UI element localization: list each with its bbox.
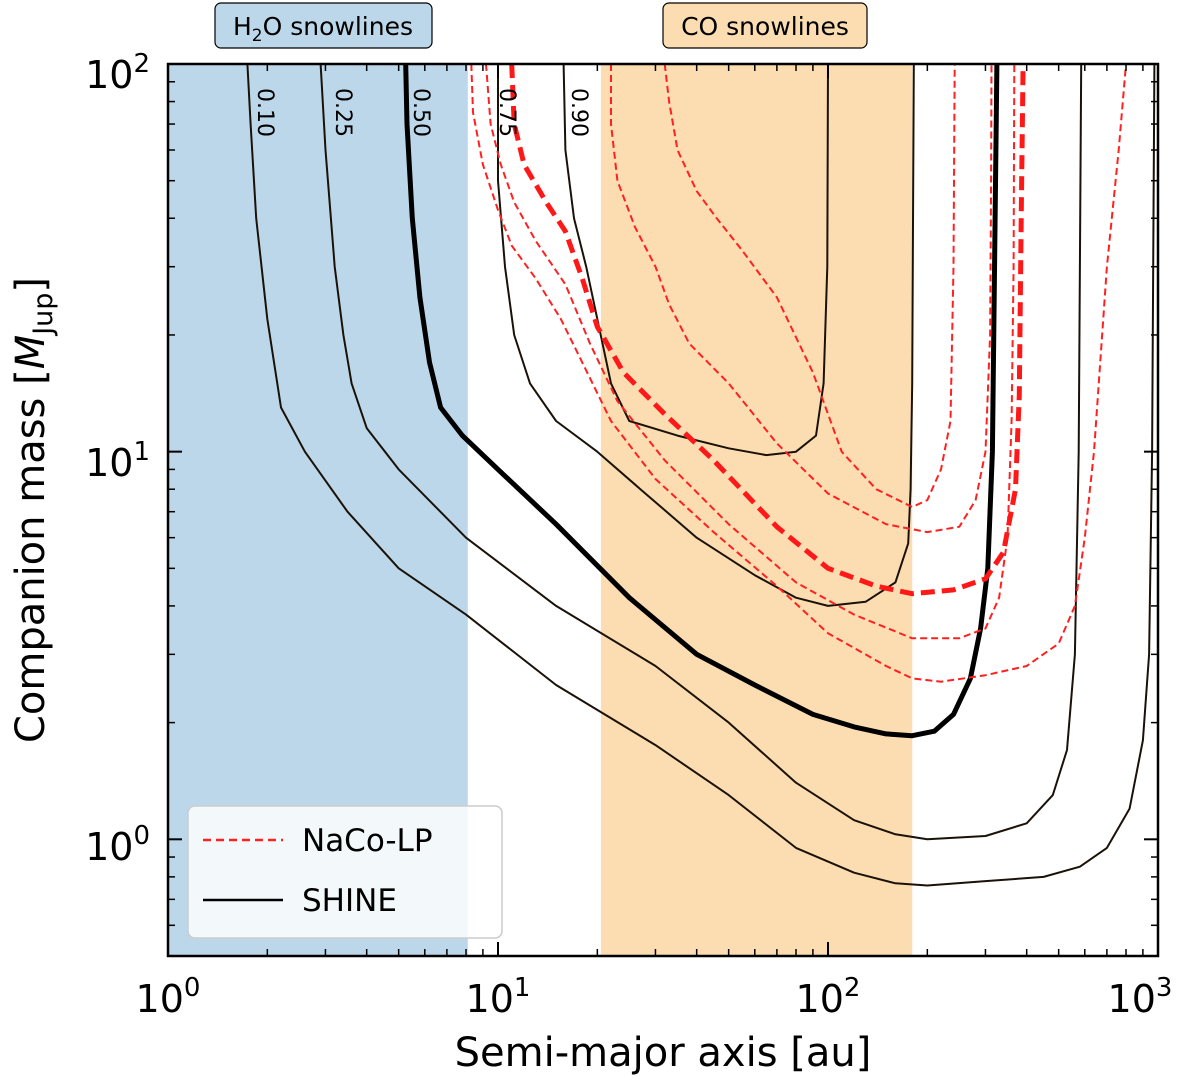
series-layer bbox=[246, 64, 1156, 887]
x-tick-label: 100 bbox=[136, 973, 201, 1021]
contour-label-075: 0.75 bbox=[494, 88, 519, 137]
x-tick-label: 102 bbox=[796, 973, 861, 1021]
x-tick-labels: 100 101 102 103 bbox=[136, 973, 1173, 1021]
legend: NaCo-LP SHINE bbox=[187, 805, 503, 939]
legend-box bbox=[187, 805, 503, 939]
y-tick-label: 100 bbox=[85, 821, 150, 869]
shine-contour-090 bbox=[562, 64, 829, 457]
shine-contour-050 bbox=[403, 64, 1000, 739]
naco-contour-010 bbox=[470, 64, 1127, 683]
co-region-label: CO snowlines bbox=[662, 2, 868, 49]
contour-labels: 0.10 0.25 0.50 0.75 0.90 bbox=[252, 88, 591, 137]
co-snowline-region bbox=[600, 64, 913, 956]
plot-frame bbox=[166, 62, 1160, 958]
legend-shine-label: SHINE bbox=[302, 883, 397, 919]
co-label-text: CO snowlines bbox=[681, 12, 849, 41]
y-tick-labels: 100 101 102 bbox=[85, 49, 150, 869]
naco-contour-025 bbox=[485, 64, 1016, 640]
ticks-layer bbox=[167, 63, 1159, 957]
x-tick-label: 101 bbox=[466, 973, 531, 1021]
x-tick-label: 103 bbox=[1108, 973, 1173, 1021]
contour-label-050: 0.50 bbox=[408, 88, 433, 137]
co-label-box bbox=[662, 2, 868, 49]
naco-contour-050 bbox=[509, 64, 1026, 597]
legend-naco-label: NaCo-LP bbox=[302, 823, 433, 859]
h2o-label-text: H2O snowlines bbox=[233, 12, 413, 46]
naco-contour-075 bbox=[610, 64, 993, 534]
x-axis-label: Semi-major axis [au] bbox=[455, 1030, 872, 1076]
naco-contour-090 bbox=[663, 64, 956, 508]
y-tick-label: 102 bbox=[85, 49, 150, 97]
contour-label-010: 0.10 bbox=[252, 88, 277, 137]
y-axis-label: Companion mass [MJup] bbox=[8, 277, 59, 743]
shine-contour-025 bbox=[319, 64, 1083, 841]
h2o-label-box bbox=[214, 2, 433, 49]
y-tick-label: 101 bbox=[85, 437, 150, 485]
shine-contour-075 bbox=[497, 64, 915, 607]
contour-label-090: 0.90 bbox=[566, 88, 591, 137]
shine-contour-010 bbox=[246, 64, 1156, 887]
contour-label-025: 0.25 bbox=[330, 88, 355, 137]
h2o-region-label: H2O snowlines bbox=[214, 2, 433, 49]
